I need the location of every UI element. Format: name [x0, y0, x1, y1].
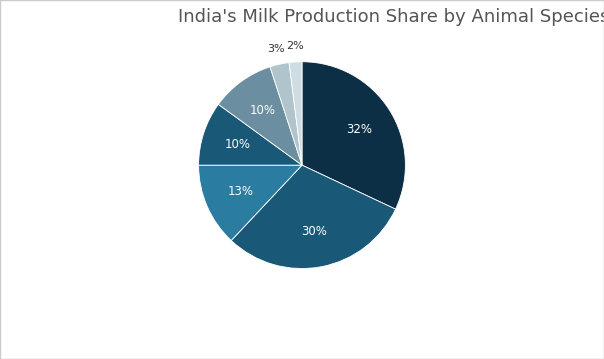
Text: 2%: 2% [286, 42, 303, 51]
Text: India's Milk Production Share by Animal Species, 2022: India's Milk Production Share by Animal … [178, 8, 604, 26]
Text: 3%: 3% [267, 44, 285, 54]
Text: 10%: 10% [249, 104, 275, 117]
Text: 32%: 32% [345, 123, 371, 136]
Wedge shape [231, 165, 396, 269]
Wedge shape [270, 62, 302, 165]
Text: 30%: 30% [301, 225, 327, 238]
Text: 10%: 10% [225, 138, 251, 151]
Wedge shape [302, 62, 405, 209]
Wedge shape [289, 62, 302, 165]
Text: 13%: 13% [227, 185, 253, 198]
Wedge shape [199, 165, 302, 241]
Wedge shape [219, 67, 302, 165]
Wedge shape [199, 104, 302, 165]
